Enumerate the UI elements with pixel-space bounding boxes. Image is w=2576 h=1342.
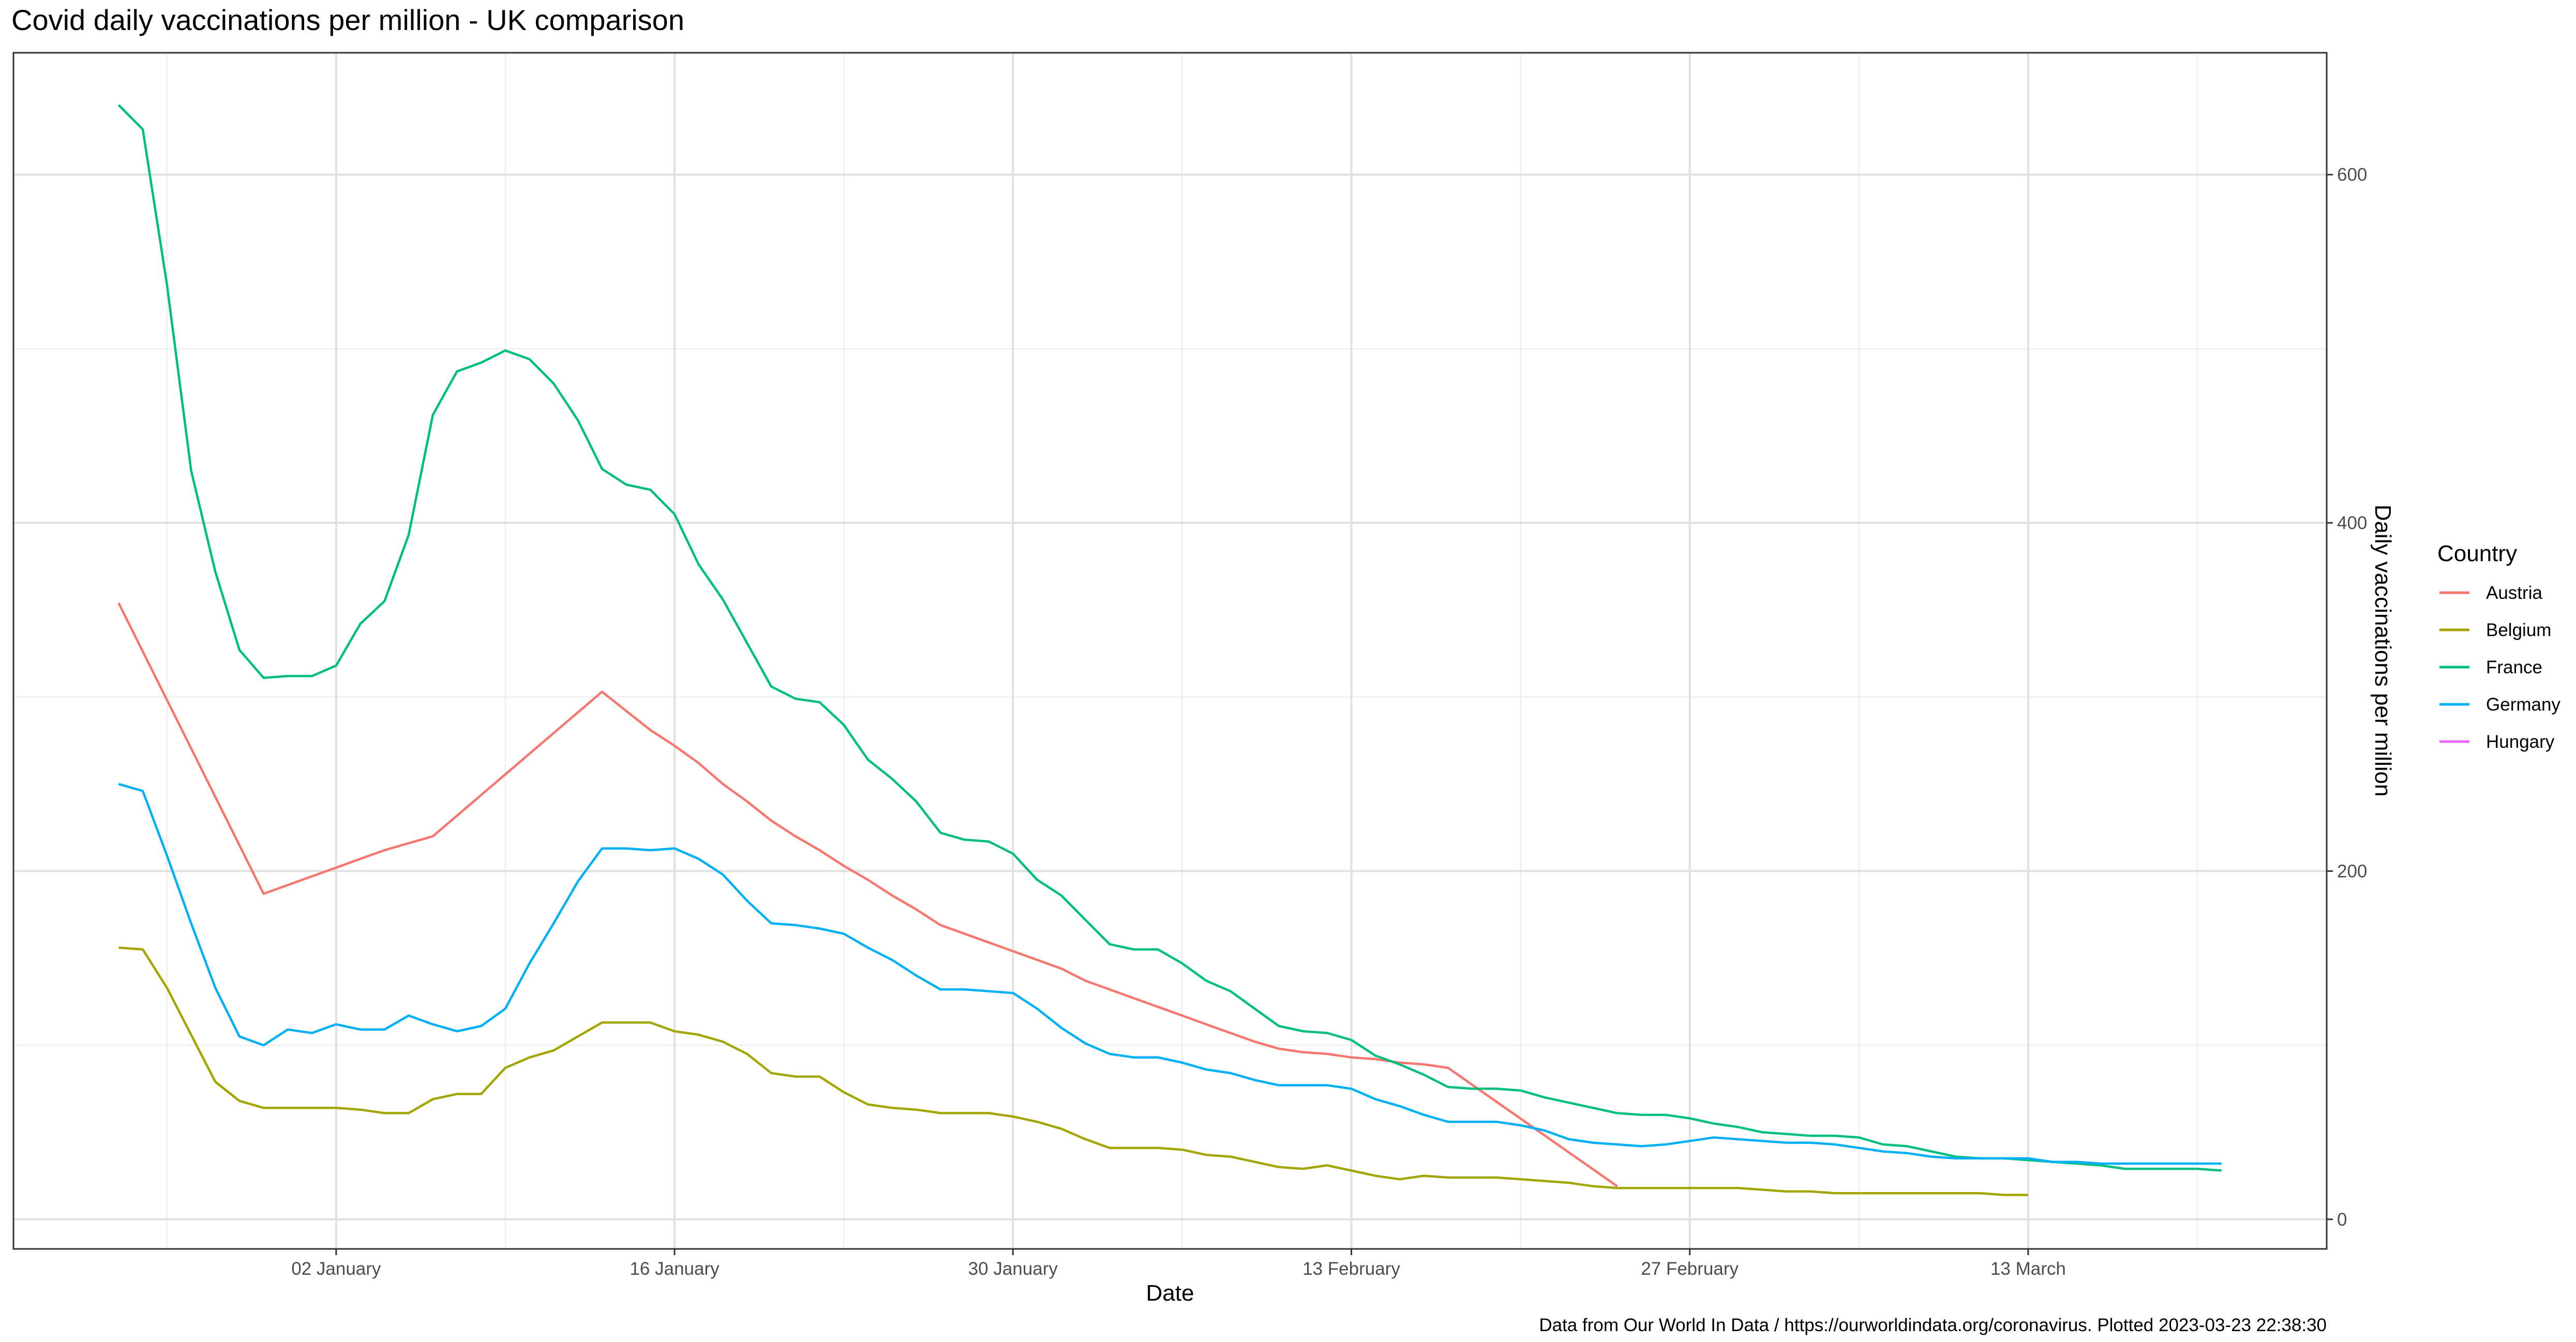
y-tick-label: 400 <box>2337 513 2367 533</box>
x-tick-label: 30 January <box>968 1259 1058 1279</box>
legend-label-austria: Austria <box>2486 583 2542 603</box>
x-axis: 02 January 16 January 30 January 13 Februar… <box>291 1249 2066 1279</box>
x-tick-label: 13 March <box>1990 1259 2066 1279</box>
grid <box>13 53 2327 1249</box>
legend-label-france: France <box>2486 657 2542 677</box>
y-axis-title: Daily vaccinations per million <box>2370 505 2395 797</box>
y-tick-label: 600 <box>2337 165 2367 185</box>
x-tick-label: 27 February <box>1641 1259 1739 1279</box>
y-tick-label: 0 <box>2337 1210 2347 1230</box>
legend-title: Country <box>2437 541 2517 566</box>
legend-label-hungary: Hungary <box>2486 732 2555 752</box>
panel-border <box>12 52 2328 1250</box>
x-axis-title: Date <box>1146 1280 1194 1306</box>
series-lines <box>117 104 2222 1196</box>
series-line-germany <box>118 782 2222 1165</box>
series-line-france <box>117 104 2222 1172</box>
series-line-belgium <box>118 946 2028 1196</box>
legend-label-germany: Germany <box>2486 695 2560 715</box>
chart-title: Covid daily vaccinations per million - U… <box>11 4 684 36</box>
y-axis: 0 200 400 600 <box>2327 165 2367 1230</box>
x-tick-label: 16 January <box>630 1259 720 1279</box>
series-line-austria <box>117 602 1618 1187</box>
y-tick-label: 200 <box>2337 861 2367 881</box>
chart-caption: Data from Our World In Data / https://ou… <box>1539 1315 2327 1335</box>
x-tick-label: 13 February <box>1302 1259 1400 1279</box>
legend-label-belgium: Belgium <box>2486 620 2551 640</box>
legend: Country Austria Belgium France Germany Hunga… <box>2437 541 2560 752</box>
x-tick-label: 02 January <box>291 1259 381 1279</box>
